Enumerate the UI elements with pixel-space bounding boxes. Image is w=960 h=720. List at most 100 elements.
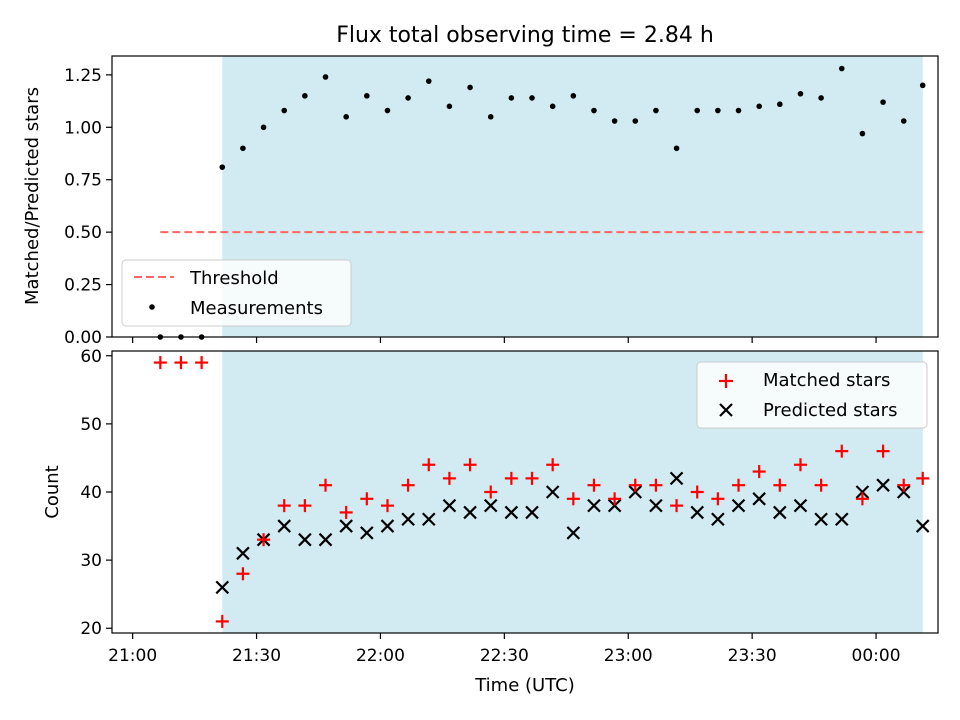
matched-point bbox=[814, 478, 828, 492]
y-tick-label: 30 bbox=[80, 551, 102, 571]
measurement-point bbox=[673, 145, 680, 152]
matched-point bbox=[153, 356, 167, 370]
measurement-point bbox=[549, 103, 556, 110]
measurement-point bbox=[797, 90, 804, 97]
bottom-panel: 20 30 40 50 60 21:00 21:30 22:00 22:30 23:00 23:3… bbox=[42, 347, 939, 696]
top-y-ticks: 0.00 0.25 0.50 0.75 1.00 1.25 bbox=[64, 66, 112, 348]
predicted-point bbox=[401, 512, 415, 527]
matched-point bbox=[463, 458, 477, 472]
measurement-point bbox=[219, 164, 226, 170]
measurement-point bbox=[384, 107, 391, 114]
predicted-point bbox=[339, 519, 353, 533]
bottom-ylabel: Count bbox=[42, 465, 63, 518]
measurement-point bbox=[570, 93, 577, 99]
y-tick-label: 0.25 bbox=[64, 276, 102, 296]
matched-point bbox=[401, 478, 415, 492]
predicted-point bbox=[876, 478, 890, 492]
x-axis-label: Time (UTC) bbox=[474, 675, 575, 696]
predicted-point bbox=[711, 512, 725, 527]
measurement-point bbox=[322, 74, 329, 80]
measurement-point bbox=[487, 114, 494, 120]
measurement-point bbox=[632, 118, 639, 124]
figure-title: Flux total observing time = 2.84 h bbox=[336, 23, 714, 48]
matched-point bbox=[504, 471, 518, 485]
predicted-point bbox=[896, 485, 911, 499]
measurement-point bbox=[281, 107, 288, 114]
top-panel: 0.00 0.25 0.50 0.75 1.00 1.25 Matched/Predict… bbox=[22, 55, 939, 348]
matched-point bbox=[298, 499, 312, 513]
predicted-point bbox=[628, 485, 643, 499]
matched-point bbox=[793, 458, 807, 472]
matched-point bbox=[442, 471, 456, 485]
legend-matched-label: Matched stars bbox=[763, 370, 890, 391]
measurement-point bbox=[818, 95, 824, 101]
y-tick-label: 1.25 bbox=[64, 66, 102, 86]
predicted-point bbox=[731, 498, 746, 513]
predicted-point bbox=[545, 485, 560, 499]
matched-point bbox=[752, 465, 766, 479]
legend-threshold-label: Threshold bbox=[189, 268, 279, 289]
x-tick-label: 21:30 bbox=[232, 646, 281, 666]
measurement-point bbox=[859, 130, 866, 137]
predicted-point bbox=[236, 546, 250, 561]
matched-point bbox=[277, 499, 291, 513]
matched-point bbox=[195, 356, 209, 370]
measurement-point bbox=[446, 103, 453, 110]
matched-point bbox=[835, 444, 849, 458]
matched-point bbox=[773, 478, 787, 492]
measurement-point bbox=[880, 99, 886, 105]
measurement-point bbox=[919, 82, 926, 89]
y-tick-label: 0.75 bbox=[64, 171, 102, 191]
measurement-point bbox=[260, 124, 267, 131]
predicted-point bbox=[360, 526, 374, 540]
predicted-point bbox=[793, 498, 808, 513]
matched-point bbox=[360, 492, 374, 506]
matched-point bbox=[257, 533, 271, 547]
measurement-point bbox=[302, 93, 308, 99]
predicted-point bbox=[566, 526, 581, 540]
predicted-point bbox=[834, 512, 849, 527]
measurement-point bbox=[467, 84, 473, 91]
matched-point bbox=[916, 471, 930, 485]
matched-point bbox=[339, 505, 353, 519]
matched-point bbox=[174, 356, 188, 370]
y-tick-label: 1.00 bbox=[64, 118, 102, 138]
predicted-point bbox=[587, 498, 601, 513]
predicted-point bbox=[215, 580, 230, 595]
matched-point bbox=[732, 478, 746, 492]
bottom-star-points bbox=[153, 356, 930, 628]
predicted-point bbox=[442, 498, 457, 513]
x-tick-label: 00:00 bbox=[852, 646, 901, 666]
predicted-point bbox=[607, 498, 622, 513]
predicted-point bbox=[649, 498, 663, 513]
measurement-point bbox=[653, 107, 659, 114]
matched-point bbox=[525, 471, 539, 485]
legend-predicted-label: Predicted stars bbox=[763, 400, 897, 421]
matched-point bbox=[855, 492, 869, 506]
measurement-point bbox=[694, 107, 701, 114]
bottom-legend: Matched stars Predicted stars bbox=[696, 361, 928, 429]
predicted-point bbox=[690, 505, 704, 520]
x-tick-label: 23:00 bbox=[604, 646, 653, 666]
predicted-point bbox=[463, 505, 477, 520]
measurement-point bbox=[777, 101, 783, 108]
matched-point bbox=[897, 478, 911, 492]
top-ylabel: Matched/Predicted stars bbox=[22, 87, 43, 305]
x-tick-label: 22:00 bbox=[356, 646, 405, 666]
top-legend: Threshold Measurements bbox=[121, 259, 352, 327]
measurement-point bbox=[508, 95, 515, 101]
y-tick-label: 0.50 bbox=[64, 223, 102, 243]
predicted-point bbox=[298, 532, 312, 547]
bottom-x-ticks: 21:00 21:30 22:00 22:30 23:00 23:30 00:00 bbox=[108, 633, 901, 666]
top-x-ticks bbox=[132, 337, 877, 343]
predicted-point bbox=[504, 505, 519, 520]
predicted-point bbox=[380, 519, 395, 533]
measurement-point bbox=[756, 103, 762, 110]
matched-point bbox=[546, 458, 560, 472]
matched-point bbox=[319, 478, 333, 492]
measurement-point bbox=[715, 107, 721, 114]
legend-matched-swatch bbox=[719, 374, 733, 388]
matched-point bbox=[587, 478, 601, 492]
measurement-point bbox=[591, 107, 597, 114]
